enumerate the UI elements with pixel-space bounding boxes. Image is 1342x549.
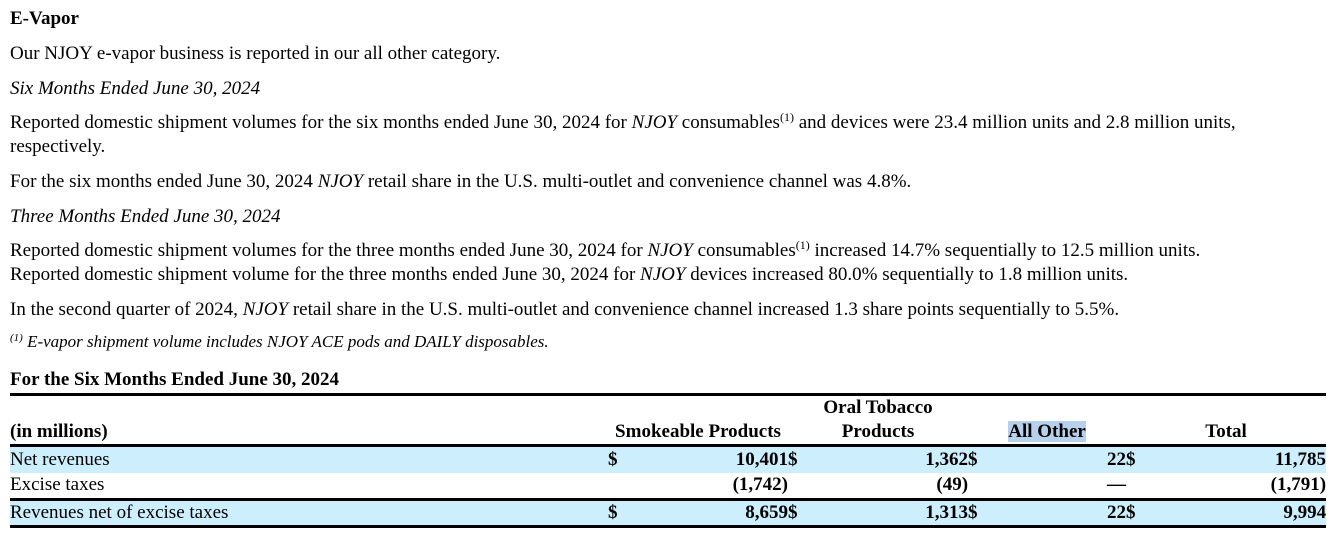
oral-value: 1,313	[925, 502, 969, 523]
document-page: E-Vapor Our NJOY e-vapor business is rep…	[10, 8, 1332, 528]
all-other-value: 22	[1107, 448, 1127, 470]
brand-name: NJOY	[640, 264, 686, 285]
text-span: Reported domestic shipment volumes for t…	[10, 240, 648, 261]
currency-symbol	[788, 473, 810, 500]
table-header-row: (in millions) Smokeable Products Oral To…	[10, 394, 1327, 446]
header-all-other: All Other	[968, 395, 1126, 446]
brand-name: NJOY	[242, 299, 289, 320]
smokeable-value: 10,401	[735, 448, 789, 470]
brand-name: NJOY	[647, 240, 693, 261]
six-months-paragraph-2: For the six months ended June 30, 2024 N…	[10, 170, 1332, 194]
total-value: 11,785	[1274, 448, 1327, 470]
currency-symbol	[1126, 473, 1148, 500]
text-span: In the second quarter of 2024,	[10, 299, 243, 320]
footnote-ref[interactable]: (1)	[795, 238, 810, 252]
all-other-value: 22	[1107, 502, 1127, 523]
text-span: devices increased 80.0% sequentially to …	[685, 264, 1129, 285]
header-smokeable-products: Smokeable Products	[615, 421, 781, 442]
row-label: Revenues net of excise taxes	[10, 502, 229, 523]
row-label: Net revenues	[10, 448, 110, 470]
intro-paragraph: Our NJOY e-vapor business is reported in…	[10, 43, 501, 64]
text-span: retail share in the U.S. multi-outlet an…	[363, 171, 912, 192]
oral-value: (49)	[936, 474, 969, 496]
oral-value: 1,362	[925, 448, 969, 470]
table-title: For the Six Months Ended June 30, 2024	[10, 369, 340, 390]
three-months-paragraph-3: In the second quarter of 2024, NJOY reta…	[10, 298, 1332, 322]
text-span: consumables	[677, 112, 780, 133]
header-total: Total	[1205, 421, 1247, 442]
currency-symbol: $	[1126, 448, 1136, 470]
table-row-net-revenues: Net revenues $ 10,401 $ 1,362 $ 22 $ 11,…	[10, 445, 1327, 473]
footnote-ref[interactable]: (1)	[779, 110, 794, 124]
row-label: Excise taxes	[10, 474, 105, 496]
currency-symbol: $	[968, 502, 978, 523]
currency-symbol: $	[608, 448, 618, 470]
smokeable-value: (1,742)	[732, 474, 789, 496]
total-value: (1,791)	[1270, 474, 1327, 496]
brand-name: NJOY	[631, 112, 678, 133]
header-line: Products	[841, 421, 915, 442]
text-span: Reported domestic shipment volumes for t…	[10, 112, 632, 133]
currency-symbol: $	[968, 448, 978, 470]
brand-name: NJOY	[317, 171, 364, 192]
header-in-millions: (in millions)	[10, 421, 108, 442]
six-months-paragraph-1: Reported domestic shipment volumes for t…	[10, 111, 1332, 159]
total-value: 9,994	[1283, 502, 1327, 523]
all-other-value: —	[1107, 474, 1127, 496]
financial-table: (in millions) Smokeable Products Oral To…	[10, 393, 1327, 528]
currency-symbol	[608, 473, 630, 500]
three-months-paragraph-2: Reported domestic shipment volume for th…	[10, 263, 1332, 287]
text-span: For the six months ended June 30, 2024	[10, 171, 318, 192]
section-title: E-Vapor	[10, 8, 79, 29]
selected-text[interactable]: All Other	[1008, 421, 1086, 442]
text-span: retail share in the U.S. multi-outlet an…	[288, 299, 1120, 320]
text-span: and devices were 23.4 million units and …	[10, 112, 1236, 157]
smokeable-value: 8,659	[745, 502, 789, 523]
table-row-excise-taxes: Excise taxes (1,742) (49) — (1,791)	[10, 473, 1326, 500]
header-oral-tobacco-products: Oral Tobacco Products	[788, 395, 968, 446]
text-span: Reported domestic shipment volume for th…	[10, 264, 641, 285]
currency-symbol	[968, 473, 990, 500]
text-span: increased 14.7% sequentially to 12.5 mil…	[809, 240, 1201, 261]
footnote: (1) E-vapor shipment volume includes NJO…	[10, 331, 1332, 353]
currency-symbol: $	[608, 502, 618, 523]
table-row-revenues-net: Revenues net of excise taxes $ 8,659 $ 1…	[10, 499, 1327, 527]
text-span: consumables	[692, 240, 796, 261]
six-months-subheading: Six Months Ended June 30, 2024	[10, 78, 261, 99]
currency-symbol: $	[788, 502, 798, 523]
currency-symbol: $	[788, 448, 798, 470]
header-line: Oral Tobacco	[823, 397, 933, 418]
currency-symbol: $	[1126, 502, 1136, 523]
footnote-text: E-vapor shipment volume includes NJOY AC…	[22, 332, 549, 351]
footnote-marker: (1)	[10, 332, 23, 344]
three-months-paragraph-1: Reported domestic shipment volumes for t…	[10, 239, 1332, 263]
three-months-subheading: Three Months Ended June 30, 2024	[10, 206, 281, 227]
